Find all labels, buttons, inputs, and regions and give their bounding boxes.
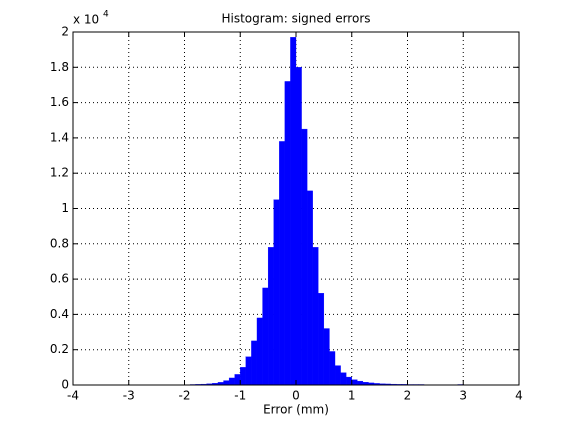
- y-tick-label: 1: [61, 201, 69, 215]
- bar: [267, 247, 274, 386]
- bar: [251, 340, 258, 386]
- bar: [346, 376, 352, 386]
- chart-title: Histogram: signed errors: [221, 12, 370, 26]
- y-tick-label: 0.2: [50, 342, 69, 356]
- bar: [329, 351, 336, 386]
- y-tick-label: 0: [61, 378, 69, 392]
- x-tick-label: -2: [179, 389, 191, 403]
- bar: [351, 379, 358, 386]
- x-axis-label: Error (mm): [263, 403, 329, 417]
- bar: [284, 81, 291, 386]
- bar: [234, 374, 241, 386]
- y-tick-label: 2: [61, 25, 69, 39]
- bar: [295, 67, 302, 386]
- x-tick-label: 4: [515, 389, 523, 403]
- x-tick-label: 0: [292, 389, 300, 403]
- y-multiplier: x 10: [73, 13, 99, 27]
- y-multiplier-exponent: 4: [103, 10, 109, 20]
- x-tick-label: -4: [67, 389, 79, 403]
- bar: [223, 380, 230, 386]
- x-tick-label: -3: [123, 389, 135, 403]
- bar: [306, 190, 313, 386]
- y-tick-label: 1.4: [50, 130, 69, 144]
- y-tick-label: 0.4: [50, 307, 69, 321]
- bar: [290, 37, 297, 386]
- y-tick-label: 0.6: [50, 272, 69, 286]
- bar: [256, 317, 263, 386]
- y-tick-label: 0.8: [50, 236, 69, 250]
- x-tick-label: 1: [348, 389, 356, 403]
- bar: [312, 247, 319, 386]
- bar: [323, 328, 330, 386]
- bar: [273, 199, 280, 386]
- bar: [357, 380, 364, 386]
- x-tick-label: -1: [234, 389, 246, 403]
- y-tick-label: 1.2: [50, 166, 69, 180]
- bar: [334, 365, 341, 386]
- bar: [340, 372, 347, 386]
- y-tick-label: 1.6: [50, 95, 69, 109]
- x-tick-label: 2: [404, 389, 412, 403]
- bar: [228, 377, 235, 386]
- bar: [245, 356, 252, 386]
- bar: [279, 141, 285, 386]
- bar: [301, 128, 308, 386]
- bar: [318, 293, 325, 386]
- bar: [262, 287, 269, 386]
- bar: [240, 367, 246, 386]
- x-tick-label: 3: [459, 389, 467, 403]
- y-tick-label: 1.8: [50, 60, 69, 74]
